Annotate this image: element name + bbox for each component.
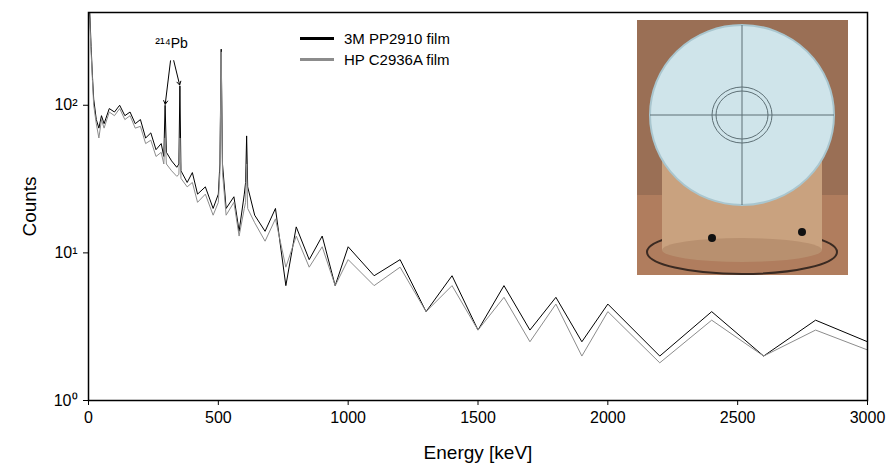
svg-text:2500: 2500 — [720, 409, 756, 426]
html-text:HP C2936A film: HP C2936A film — [344, 51, 450, 68]
svg-text:Counts: Counts — [19, 176, 40, 236]
svg-text:3000: 3000 — [850, 409, 886, 426]
svg-text:1500: 1500 — [460, 409, 496, 426]
svg-text:10⁰: 10⁰ — [54, 392, 78, 409]
svg-text:10²: 10² — [54, 96, 78, 113]
svg-text:500: 500 — [205, 409, 232, 426]
svg-text:1000: 1000 — [330, 409, 366, 426]
svg-text:10¹: 10¹ — [54, 244, 77, 261]
html-text:3M PP2910 film: 3M PP2910 film — [344, 30, 450, 47]
svg-text:²¹⁴Pb: ²¹⁴Pb — [155, 35, 188, 51]
svg-text:Energy [keV]: Energy [keV] — [424, 442, 533, 463]
svg-text:0: 0 — [84, 409, 93, 426]
svg-text:2000: 2000 — [590, 409, 626, 426]
